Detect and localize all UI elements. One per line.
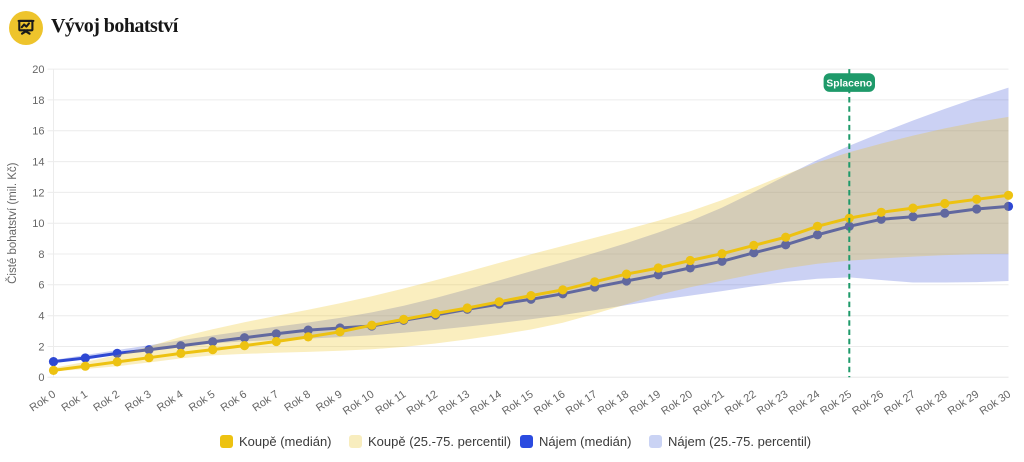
svg-text:2: 2 bbox=[38, 341, 44, 353]
svg-text:Rok 11: Rok 11 bbox=[373, 388, 408, 417]
svg-text:Rok 15: Rok 15 bbox=[500, 388, 536, 417]
svg-text:Rok 2: Rok 2 bbox=[91, 388, 122, 414]
svg-text:Rok 23: Rok 23 bbox=[755, 388, 791, 417]
svg-text:Rok 26: Rok 26 bbox=[850, 388, 886, 417]
svg-text:Rok 16: Rok 16 bbox=[532, 388, 568, 417]
svg-text:Rok 17: Rok 17 bbox=[564, 388, 600, 417]
svg-text:Rok 18: Rok 18 bbox=[596, 388, 632, 417]
svg-text:Rok 22: Rok 22 bbox=[723, 388, 759, 417]
svg-text:Rok 3: Rok 3 bbox=[123, 388, 154, 414]
svg-text:Rok 0: Rok 0 bbox=[28, 388, 59, 414]
svg-text:18: 18 bbox=[32, 95, 44, 107]
svg-text:Rok 21: Rok 21 bbox=[691, 388, 727, 417]
svg-text:Rok 10: Rok 10 bbox=[341, 388, 377, 417]
svg-text:Rok 7: Rok 7 bbox=[250, 388, 281, 414]
svg-text:Rok 12: Rok 12 bbox=[405, 388, 441, 417]
svg-text:0: 0 bbox=[38, 372, 44, 384]
svg-text:Splaceno: Splaceno bbox=[826, 79, 872, 90]
svg-text:Rok 4: Rok 4 bbox=[155, 388, 186, 414]
svg-text:Rok 9: Rok 9 bbox=[314, 388, 345, 414]
svg-text:Rok 29: Rok 29 bbox=[946, 388, 982, 417]
svg-text:Rok 28: Rok 28 bbox=[914, 388, 950, 417]
svg-text:12: 12 bbox=[32, 187, 44, 199]
svg-text:Rok 24: Rok 24 bbox=[787, 388, 823, 417]
svg-text:14: 14 bbox=[32, 157, 44, 169]
svg-text:Rok 20: Rok 20 bbox=[659, 388, 695, 417]
svg-text:6: 6 bbox=[38, 280, 44, 292]
svg-text:Rok 1: Rok 1 bbox=[59, 388, 90, 414]
svg-text:Rok 25: Rok 25 bbox=[818, 388, 854, 417]
svg-text:20: 20 bbox=[32, 64, 44, 76]
svg-text:4: 4 bbox=[38, 311, 44, 323]
svg-text:8: 8 bbox=[38, 249, 44, 261]
svg-text:Rok 19: Rok 19 bbox=[627, 388, 663, 417]
svg-text:Rok 6: Rok 6 bbox=[219, 388, 250, 414]
svg-text:Čisté bohatství (mil. Kč): Čisté bohatství (mil. Kč) bbox=[6, 162, 19, 284]
svg-text:Rok 30: Rok 30 bbox=[978, 388, 1014, 417]
svg-text:Rok 13: Rok 13 bbox=[436, 388, 472, 417]
svg-text:16: 16 bbox=[32, 126, 44, 138]
svg-text:Rok 5: Rok 5 bbox=[187, 388, 218, 414]
svg-text:10: 10 bbox=[32, 218, 44, 230]
svg-text:Rok 14: Rok 14 bbox=[468, 388, 504, 417]
svg-text:Rok 27: Rok 27 bbox=[882, 388, 918, 417]
svg-text:Rok 8: Rok 8 bbox=[282, 388, 313, 414]
